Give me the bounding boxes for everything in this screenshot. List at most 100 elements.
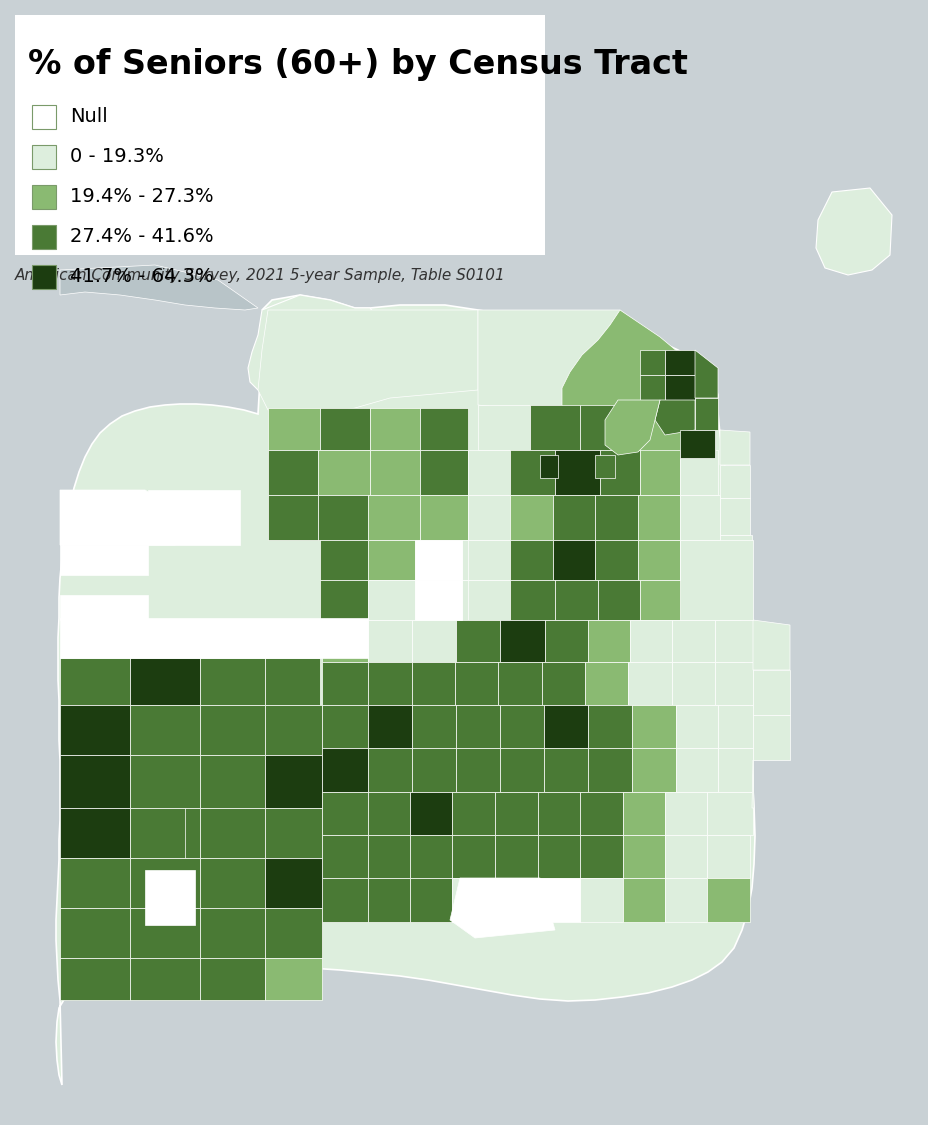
- Polygon shape: [452, 792, 495, 835]
- Polygon shape: [664, 835, 706, 878]
- Polygon shape: [676, 748, 717, 792]
- Polygon shape: [200, 755, 264, 808]
- Polygon shape: [681, 580, 721, 620]
- Bar: [32, 145, 56, 169]
- Polygon shape: [664, 792, 706, 835]
- Polygon shape: [509, 540, 552, 580]
- Text: % of Seniors (60+) by Census Tract: % of Seniors (60+) by Census Tract: [28, 48, 687, 81]
- Polygon shape: [264, 705, 322, 755]
- Polygon shape: [694, 398, 717, 430]
- Polygon shape: [604, 400, 659, 455]
- Polygon shape: [452, 835, 495, 878]
- Polygon shape: [60, 858, 130, 908]
- Polygon shape: [411, 620, 456, 661]
- Bar: [32, 105, 56, 129]
- Polygon shape: [200, 658, 264, 705]
- Polygon shape: [200, 958, 264, 1000]
- Bar: [32, 184, 56, 209]
- Polygon shape: [411, 748, 456, 792]
- Polygon shape: [599, 450, 639, 495]
- Text: Null: Null: [70, 108, 108, 126]
- Polygon shape: [587, 705, 631, 748]
- Polygon shape: [537, 835, 579, 878]
- Polygon shape: [130, 755, 200, 808]
- Polygon shape: [579, 792, 623, 835]
- Polygon shape: [145, 870, 195, 925]
- Polygon shape: [148, 490, 239, 544]
- Polygon shape: [409, 835, 452, 878]
- Polygon shape: [499, 705, 544, 748]
- Polygon shape: [679, 540, 719, 580]
- Polygon shape: [60, 705, 130, 755]
- Polygon shape: [671, 620, 715, 661]
- Polygon shape: [322, 748, 367, 792]
- Polygon shape: [200, 908, 264, 958]
- Polygon shape: [629, 620, 671, 661]
- Polygon shape: [200, 808, 264, 858]
- Polygon shape: [719, 498, 749, 536]
- Polygon shape: [267, 408, 319, 450]
- Polygon shape: [554, 580, 598, 620]
- Polygon shape: [452, 878, 495, 922]
- Polygon shape: [319, 580, 367, 620]
- Polygon shape: [264, 658, 319, 705]
- Polygon shape: [544, 705, 587, 748]
- Polygon shape: [694, 350, 717, 398]
- Bar: [32, 225, 56, 249]
- Polygon shape: [200, 705, 264, 755]
- Polygon shape: [415, 580, 461, 620]
- Polygon shape: [367, 620, 411, 661]
- Polygon shape: [638, 495, 679, 540]
- Polygon shape: [367, 495, 419, 540]
- Bar: [15, 15, 545, 255]
- Text: 27.4% - 41.6%: 27.4% - 41.6%: [70, 227, 213, 246]
- Polygon shape: [367, 580, 415, 620]
- Polygon shape: [264, 858, 322, 908]
- Polygon shape: [554, 450, 599, 495]
- Polygon shape: [60, 958, 130, 1000]
- Polygon shape: [60, 595, 148, 620]
- Polygon shape: [264, 908, 322, 958]
- Polygon shape: [594, 540, 638, 580]
- Polygon shape: [679, 450, 717, 495]
- Polygon shape: [461, 580, 509, 620]
- Polygon shape: [541, 662, 585, 705]
- Polygon shape: [264, 808, 322, 858]
- Polygon shape: [60, 498, 148, 544]
- Polygon shape: [579, 878, 623, 922]
- Polygon shape: [495, 878, 537, 922]
- Polygon shape: [627, 662, 671, 705]
- Polygon shape: [455, 662, 497, 705]
- Polygon shape: [130, 908, 200, 958]
- Polygon shape: [623, 878, 664, 922]
- Text: 41.7% - 64.3%: 41.7% - 64.3%: [70, 268, 213, 287]
- Polygon shape: [367, 748, 411, 792]
- Polygon shape: [468, 450, 509, 495]
- Polygon shape: [719, 430, 749, 465]
- Polygon shape: [495, 835, 537, 878]
- Polygon shape: [631, 705, 676, 748]
- Polygon shape: [60, 490, 174, 544]
- Polygon shape: [497, 662, 541, 705]
- Polygon shape: [676, 705, 717, 748]
- Polygon shape: [322, 705, 367, 748]
- Polygon shape: [411, 705, 456, 748]
- Polygon shape: [468, 495, 509, 540]
- Polygon shape: [587, 620, 629, 661]
- Polygon shape: [719, 536, 751, 570]
- Polygon shape: [322, 662, 367, 705]
- Polygon shape: [317, 450, 369, 495]
- Polygon shape: [60, 755, 130, 808]
- Polygon shape: [654, 400, 694, 435]
- Polygon shape: [60, 266, 258, 311]
- Polygon shape: [267, 495, 317, 540]
- Polygon shape: [499, 748, 544, 792]
- Polygon shape: [545, 620, 587, 661]
- Polygon shape: [706, 835, 749, 878]
- Polygon shape: [664, 350, 694, 375]
- Polygon shape: [367, 835, 409, 878]
- Polygon shape: [60, 618, 367, 658]
- Polygon shape: [60, 808, 130, 858]
- Polygon shape: [419, 408, 468, 450]
- Polygon shape: [461, 540, 509, 580]
